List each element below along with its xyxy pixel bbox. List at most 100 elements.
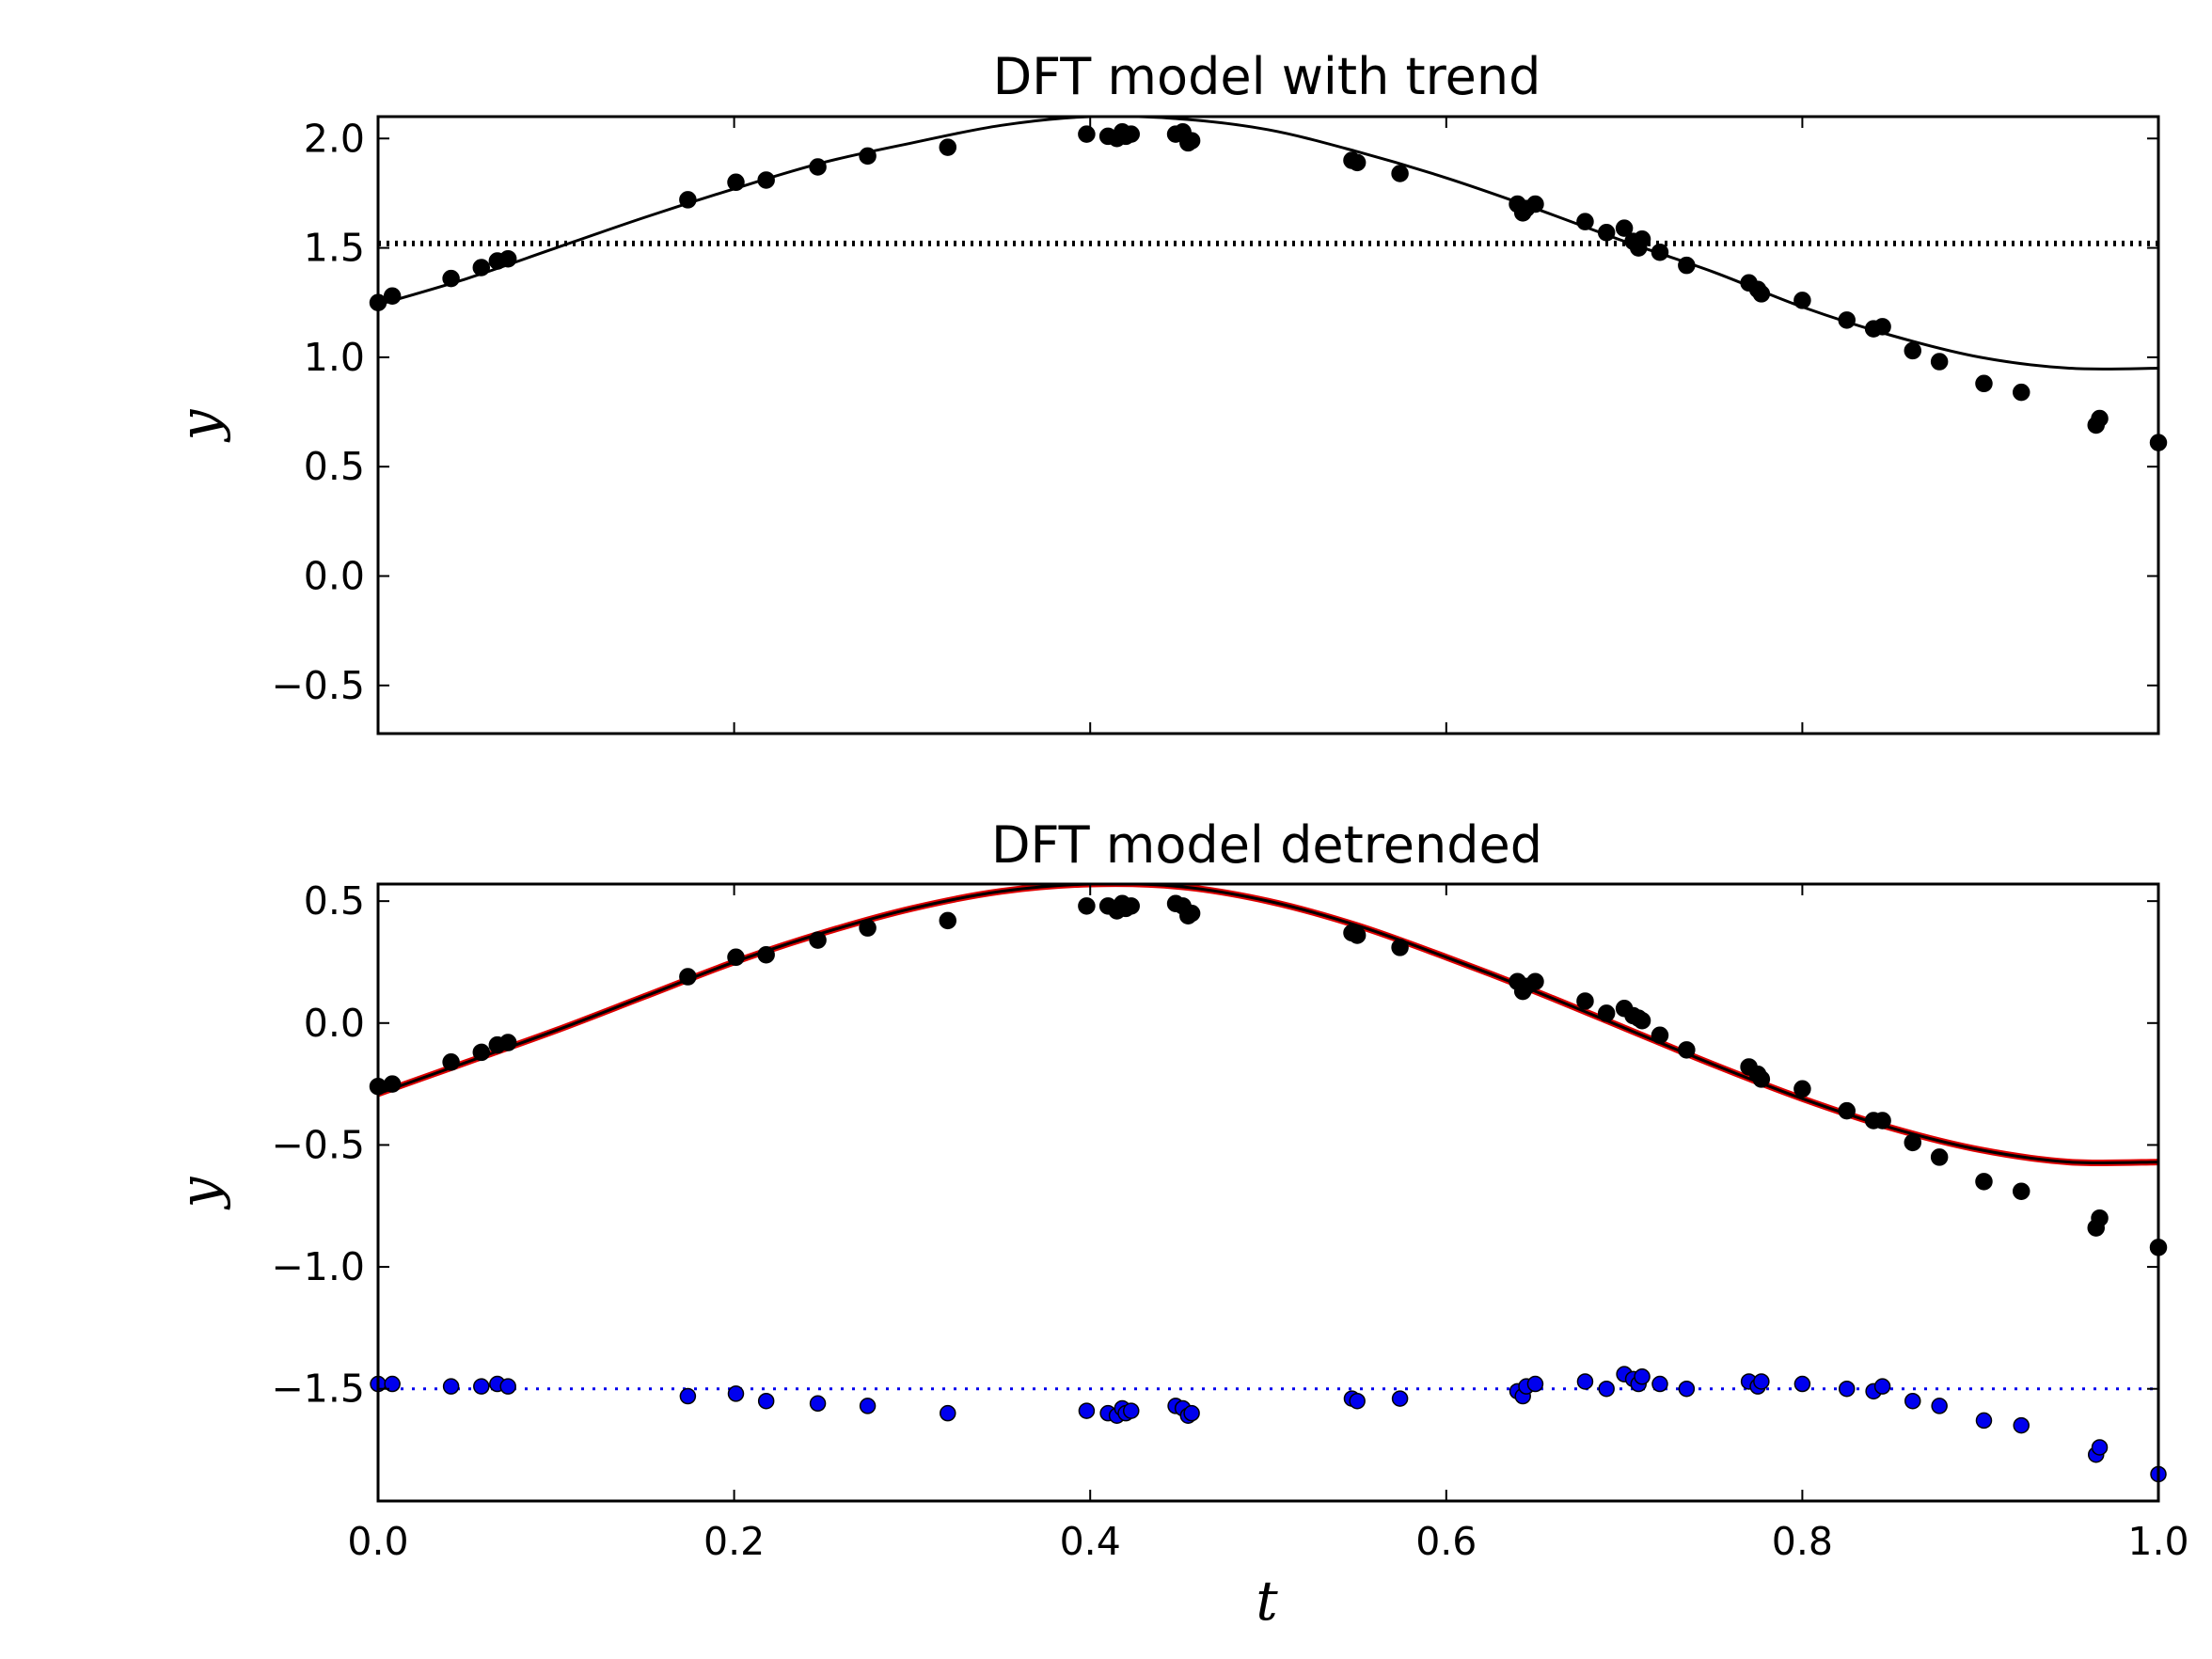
bottom-point-residuals: [1753, 1373, 1770, 1390]
top-point-data: [1904, 341, 1922, 360]
bottom-point-detrended-data: [2012, 1182, 2030, 1200]
bottom-point-detrended-data: [383, 1075, 402, 1093]
bottom-point-detrended-data: [1576, 992, 1594, 1010]
bottom-point-residuals: [499, 1378, 516, 1395]
top-point-data: [1182, 132, 1201, 150]
top-panel-title: DFT model with trend: [993, 47, 1541, 106]
bottom-point-detrended-data: [1633, 1011, 1651, 1030]
top-ytick-label: 0.5: [304, 444, 365, 489]
bottom-xtick-label: 0.6: [1415, 1519, 1477, 1564]
bottom-point-residuals: [384, 1375, 401, 1393]
top-point-data: [1576, 213, 1594, 230]
top-point-data: [1651, 243, 1669, 261]
bottom-point-residuals: [1651, 1375, 1668, 1393]
bottom-panel-ylabel: y: [167, 1176, 231, 1210]
bottom-ytick-label: −1.0: [271, 1244, 365, 1289]
top-point-data: [679, 191, 697, 209]
top-point-data: [1930, 353, 1949, 371]
top-point-data: [1597, 224, 1616, 242]
top-point-data: [1526, 195, 1544, 213]
bottom-point-residuals: [940, 1404, 956, 1422]
bottom-ytick-label: −1.5: [271, 1367, 365, 1412]
bottom-point-residuals: [679, 1387, 697, 1405]
top-line-model-with-trend: [378, 117, 2158, 371]
bottom-point-residuals: [2013, 1416, 2030, 1434]
top-point-data: [1838, 311, 1856, 329]
bottom-point-detrended-data: [1078, 897, 1096, 915]
bottom-point-detrended-data: [859, 919, 877, 937]
bottom-point-residuals: [1183, 1404, 1200, 1422]
top-ytick-label: 1.5: [304, 226, 365, 271]
bottom-ytick-label: 0.0: [304, 1001, 365, 1046]
bottom-point-residuals: [859, 1398, 877, 1414]
bottom-point-residuals: [1576, 1373, 1594, 1390]
bottom-point-detrended-data: [442, 1053, 460, 1071]
bottom-point-detrended-data: [1930, 1148, 1949, 1166]
bottom-point-detrended-data: [1678, 1041, 1696, 1059]
top-point-data: [1122, 125, 1140, 143]
top-panel-ticks: −0.5 0.0 0.5 1.0 1.5 2.0: [271, 116, 2159, 734]
top-point-data: [1391, 165, 1409, 182]
bottom-panel-frame: [376, 882, 2160, 1503]
top-point-data: [727, 173, 745, 192]
bottom-point-residuals: [2091, 1439, 2109, 1456]
bottom-point-residuals: [442, 1378, 460, 1395]
top-point-data: [809, 158, 827, 176]
top-ytick-label: 0.0: [304, 554, 365, 599]
top-point-data: [1348, 153, 1367, 172]
top-ytick-label: 2.0: [304, 116, 365, 161]
top-point-data: [1615, 219, 1634, 237]
top-point-data: [1633, 230, 1651, 248]
top-point-data: [859, 147, 877, 166]
top-panel: DFT model with trend −0.5 0.0 0.5 1.0 1.5 2.0…: [167, 47, 2168, 735]
bottom-point-detrended-data: [1122, 897, 1140, 915]
bottom-point-detrended-data: [1597, 1004, 1616, 1022]
bottom-point-residuals: [1838, 1380, 1856, 1398]
bottom-panel-title: DFT model detrended: [991, 815, 1542, 875]
bottom-xtick-label: 0.2: [703, 1519, 765, 1564]
bottom-point-residuals: [1349, 1392, 1366, 1410]
top-point-data: [1752, 285, 1771, 303]
bottom-point-residuals: [809, 1395, 827, 1413]
bottom-panel-ticks: 0.0 0.2 0.4 0.6 0.8 1.0 −1.5 −1.0 −0.5 0.0 0.5: [271, 878, 2188, 1564]
bottom-point-detrended-data: [1526, 972, 1544, 990]
bottom-panel-plot-area: [369, 884, 2168, 1483]
bottom-point-residuals: [473, 1378, 490, 1395]
bottom-point-detrended-data: [1838, 1101, 1856, 1120]
bottom-panel: DFT model detrended 0.0 0.2 0.4 0.6 0.8 1.0 −1…: [167, 815, 2189, 1633]
bottom-point-residuals: [1598, 1380, 1615, 1398]
bottom-point-detrended-data: [1873, 1112, 1891, 1130]
top-panel-ylabel: y: [167, 408, 231, 443]
bottom-point-detrended-data: [498, 1034, 517, 1051]
top-ytick-label: 1.0: [304, 335, 365, 380]
bottom-point-residuals: [1122, 1402, 1140, 1419]
bottom-point-detrended-data: [1793, 1080, 1811, 1098]
top-point-data: [498, 249, 517, 268]
bottom-point-residuals: [1904, 1392, 1921, 1410]
bottom-xtick-label: 0.0: [347, 1519, 408, 1564]
bottom-point-detrended-data: [727, 948, 745, 967]
top-point-data: [1078, 125, 1096, 143]
bottom-point-detrended-data: [1975, 1173, 1993, 1191]
bottom-point-residuals: [727, 1385, 745, 1402]
top-point-data: [383, 287, 402, 306]
bottom-point-residuals: [1975, 1412, 1993, 1430]
top-point-data: [757, 171, 775, 189]
bottom-point-detrended-data: [809, 931, 827, 949]
bottom-xtick-label: 0.8: [1772, 1519, 1833, 1564]
top-point-data: [1793, 292, 1811, 309]
bottom-xtick-label: 0.4: [1060, 1519, 1121, 1564]
bottom-point-detrended-data: [1651, 1026, 1669, 1045]
bottom-point-residuals: [757, 1392, 775, 1410]
bottom-point-residuals: [1931, 1398, 1948, 1414]
bottom-point-residuals: [1078, 1402, 1096, 1419]
top-point-data: [472, 259, 491, 276]
bottom-ytick-label: 0.5: [304, 878, 365, 924]
bottom-point-detrended-data: [2091, 1209, 2109, 1227]
bottom-panel-xlabel: t: [1256, 1569, 1278, 1633]
bottom-point-residuals: [1678, 1380, 1696, 1398]
bottom-xtick-label: 1.0: [2127, 1519, 2188, 1564]
top-point-data: [939, 138, 957, 156]
bottom-point-detrended-data: [1752, 1070, 1771, 1088]
